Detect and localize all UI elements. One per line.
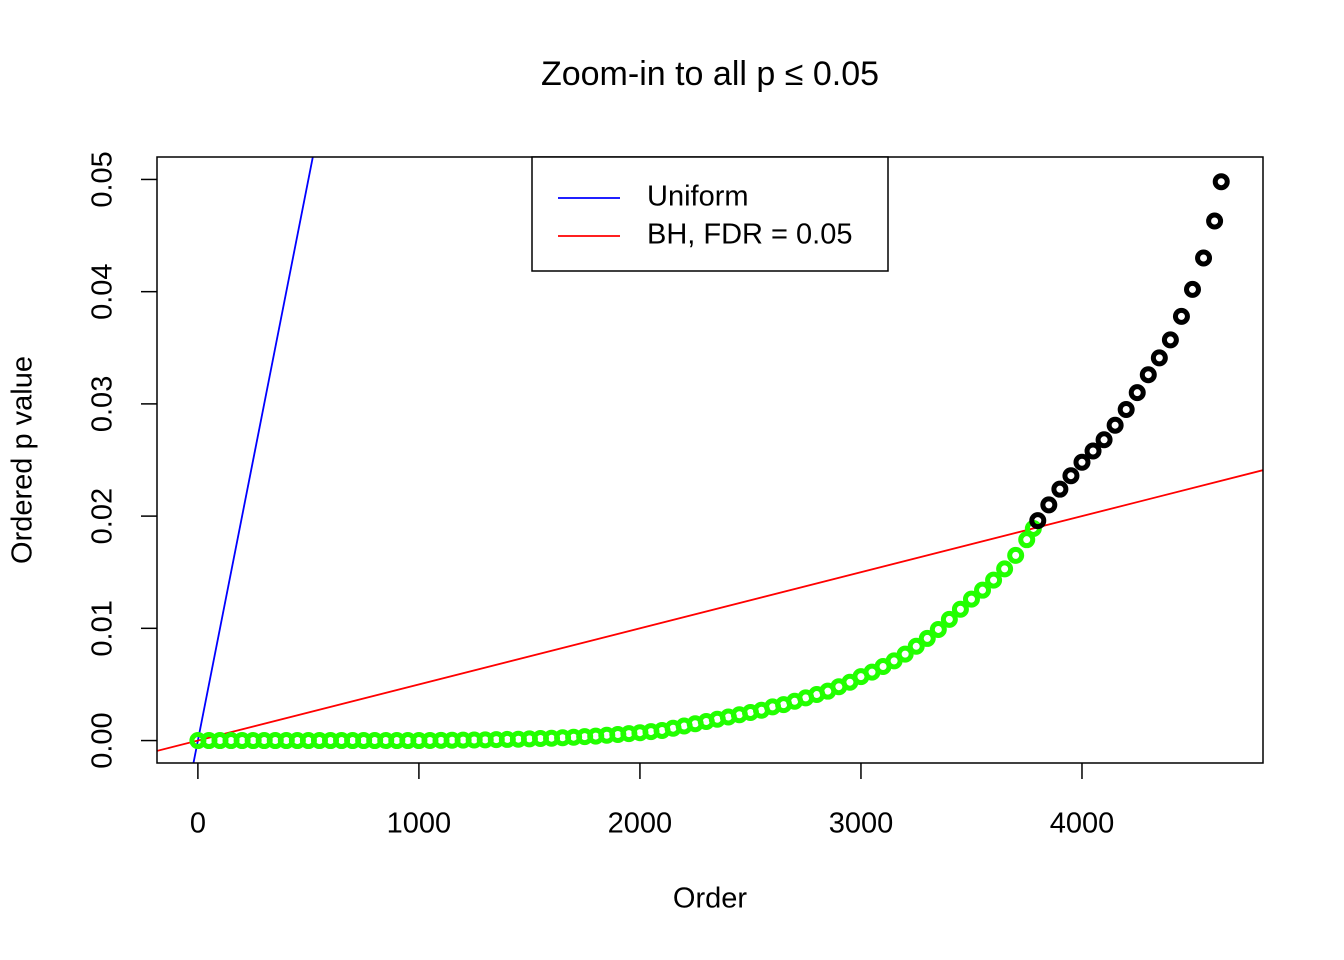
point xyxy=(1007,546,1025,564)
point xyxy=(1128,384,1146,402)
point xyxy=(1084,442,1102,460)
point xyxy=(1172,307,1190,325)
legend: Uniform BH, FDR = 0.05 xyxy=(531,156,889,272)
point xyxy=(940,610,958,628)
point xyxy=(918,629,936,647)
legend-box xyxy=(531,156,889,272)
points xyxy=(189,173,1230,750)
point xyxy=(1040,496,1058,514)
point xyxy=(1062,467,1080,485)
x-tick-label: 3000 xyxy=(829,808,894,840)
point xyxy=(1206,212,1224,230)
x-tick-label: 4000 xyxy=(1050,808,1115,840)
point xyxy=(996,560,1014,578)
x-tick-label: 2000 xyxy=(608,808,673,840)
point xyxy=(1212,173,1230,191)
y-tick-label: 0.01 xyxy=(87,600,119,656)
point xyxy=(1117,401,1135,418)
reference-line xyxy=(192,157,314,763)
point xyxy=(896,645,914,663)
x-tick-label: 0 xyxy=(190,808,206,840)
point xyxy=(1051,480,1069,498)
legend-label: Uniform xyxy=(647,181,749,213)
point xyxy=(1073,453,1091,471)
reference-line xyxy=(157,469,1263,752)
point xyxy=(1095,431,1113,449)
point xyxy=(974,581,992,599)
point xyxy=(1183,280,1201,298)
y-tick-label: 0.03 xyxy=(87,376,119,432)
point xyxy=(1195,249,1213,267)
point xyxy=(1139,366,1157,384)
y-tick-label: 0.05 xyxy=(87,151,119,207)
point xyxy=(1150,349,1168,367)
point xyxy=(929,620,947,638)
y-tick-label: 0.04 xyxy=(87,263,119,319)
point xyxy=(962,590,980,608)
x-tick-label: 1000 xyxy=(387,808,452,840)
y-tick-label: 0.02 xyxy=(87,488,119,544)
y-tick-label: 0.00 xyxy=(87,712,119,768)
chart-title: Zoom-in to all p ≤ 0.05 xyxy=(541,55,879,93)
point xyxy=(1029,512,1047,530)
point xyxy=(951,600,969,618)
x-axis-label: Order xyxy=(673,883,747,915)
point xyxy=(1106,416,1124,434)
legend-label: BH, FDR = 0.05 xyxy=(647,219,853,251)
point xyxy=(1161,331,1179,349)
point xyxy=(907,637,925,655)
reference-lines xyxy=(157,157,1263,763)
point xyxy=(985,571,1003,589)
y-axis-label: Ordered p value xyxy=(7,356,39,564)
